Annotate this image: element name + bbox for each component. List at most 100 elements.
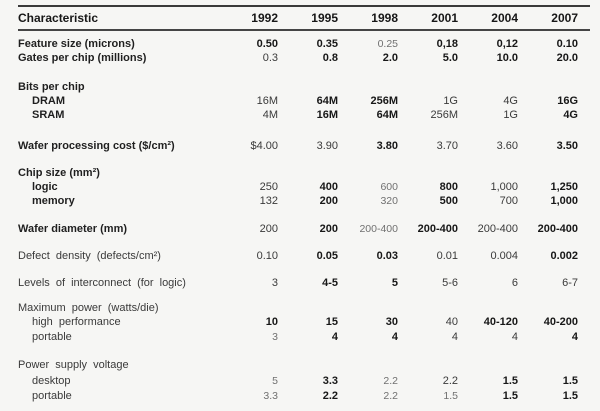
value-cell: 0.10 bbox=[256, 249, 278, 262]
value-cell: 600 bbox=[380, 180, 398, 193]
value-cell: 64M bbox=[376, 108, 398, 121]
table-row: portable 3 4 4 4 4 4 bbox=[18, 330, 590, 344]
table-row: Levels of interconnect (for logic) 3 4-5… bbox=[18, 276, 590, 290]
value-cell: 1,000 bbox=[490, 180, 518, 193]
value-cell: 0,18 bbox=[436, 37, 458, 50]
value-cell: 250 bbox=[259, 180, 278, 193]
section-label: Chip size (mm²) bbox=[18, 166, 100, 179]
section-label: Bits per chip bbox=[18, 80, 85, 93]
table-header-row: Characteristic 1992 1995 1998 2001 2004 … bbox=[18, 9, 590, 27]
value-cell: 5 bbox=[272, 374, 278, 387]
row-label: portable bbox=[32, 389, 72, 402]
value-cell: 3.60 bbox=[496, 139, 518, 152]
value-cell: 10.0 bbox=[496, 51, 518, 64]
value-cell: 3 bbox=[271, 276, 278, 289]
value-cell: 0.05 bbox=[316, 249, 338, 262]
value-cell: 0.10 bbox=[556, 37, 578, 50]
value-cell: 1G bbox=[443, 94, 458, 107]
section-row: Chip size (mm²) bbox=[18, 166, 590, 180]
value-cell: 40-200 bbox=[543, 315, 578, 328]
value-cell: 1,000 bbox=[550, 194, 578, 207]
value-cell: 6 bbox=[511, 276, 518, 289]
value-cell: 0.002 bbox=[550, 249, 578, 262]
value-cell: 2.2 bbox=[442, 374, 458, 387]
value-cell: 700 bbox=[499, 194, 518, 207]
header-year: 1995 bbox=[311, 11, 338, 25]
value-cell: 1,250 bbox=[550, 180, 578, 193]
value-cell: 1.5 bbox=[502, 374, 518, 387]
value-cell: 5 bbox=[391, 276, 398, 289]
value-cell: 40 bbox=[445, 315, 458, 328]
value-cell: 0.004 bbox=[490, 249, 518, 262]
header-year: 1992 bbox=[251, 11, 278, 25]
row-label: desktop bbox=[32, 374, 71, 387]
value-cell: 200-400 bbox=[537, 222, 578, 235]
roadmap-table: Characteristic 1992 1995 1998 2001 2004 … bbox=[18, 0, 590, 403]
row-label: high performance bbox=[32, 315, 121, 328]
header-year: 2001 bbox=[431, 11, 458, 25]
value-cell: 3.70 bbox=[436, 139, 458, 152]
value-cell: 400 bbox=[319, 180, 338, 193]
row-label: Feature size (microns) bbox=[18, 37, 135, 50]
value-cell: 256M bbox=[430, 108, 458, 121]
value-cell: 64M bbox=[316, 94, 338, 107]
value-cell: 800 bbox=[439, 180, 458, 193]
value-cell: 500 bbox=[439, 194, 458, 207]
value-cell: 0.25 bbox=[377, 37, 398, 50]
value-cell: 16M bbox=[256, 94, 278, 107]
table-row: Defect density (defects/cm²) 0.10 0.05 0… bbox=[18, 249, 590, 263]
header-year: 2007 bbox=[551, 11, 578, 25]
value-cell: 3 bbox=[272, 330, 278, 343]
table-row: desktop 5 3.3 2.2 2.2 1.5 1.5 bbox=[18, 374, 590, 388]
value-cell: 0.35 bbox=[316, 37, 338, 50]
value-cell: 200-400 bbox=[417, 222, 458, 235]
value-cell: 200-400 bbox=[477, 222, 518, 235]
table-row: Feature size (microns) 0.50 0.35 0.25 0,… bbox=[18, 37, 590, 51]
section-label: Maximum power (watts/die) bbox=[18, 301, 159, 314]
value-cell: 0.3 bbox=[262, 51, 278, 64]
row-label: memory bbox=[32, 194, 75, 207]
row-label: Wafer processing cost ($/cm²) bbox=[18, 139, 175, 152]
value-cell: 0.50 bbox=[256, 37, 278, 50]
value-cell: 40-120 bbox=[483, 315, 518, 328]
section-row: Bits per chip bbox=[18, 80, 590, 94]
value-cell: 2.0 bbox=[382, 51, 398, 64]
table-row: Gates per chip (millions) 0.3 0.8 2.0 5.… bbox=[18, 51, 590, 65]
table-row: portable 3.3 2.2 2.2 1.5 1.5 1.5 bbox=[18, 389, 590, 403]
header-characteristic: Characteristic bbox=[18, 11, 99, 25]
value-cell: 5.0 bbox=[442, 51, 458, 64]
section-row: Power supply voltage bbox=[18, 358, 590, 372]
value-cell: 30 bbox=[385, 315, 398, 328]
value-cell: 3.90 bbox=[316, 139, 338, 152]
row-label: Wafer diameter (mm) bbox=[18, 222, 128, 235]
value-cell: 0.03 bbox=[376, 249, 398, 262]
value-cell: $4.00 bbox=[250, 139, 278, 152]
value-cell: 3.3 bbox=[322, 374, 338, 387]
row-label: Defect density (defects/cm²) bbox=[18, 249, 161, 262]
value-cell: 20.0 bbox=[556, 51, 578, 64]
table-row: logic 250 400 600 800 1,000 1,250 bbox=[18, 180, 590, 194]
top-rule bbox=[18, 5, 590, 7]
value-cell: 4-5 bbox=[322, 276, 338, 289]
row-label: SRAM bbox=[32, 108, 65, 121]
section-row: Maximum power (watts/die) bbox=[18, 301, 590, 315]
section-label: Power supply voltage bbox=[18, 358, 129, 371]
value-cell: 3.50 bbox=[556, 139, 578, 152]
value-cell: 4 bbox=[331, 330, 338, 343]
table-row: DRAM 16M 64M 256M 1G 4G 16G bbox=[18, 94, 590, 108]
value-cell: 4 bbox=[511, 330, 518, 343]
value-cell: 10 bbox=[265, 315, 278, 328]
header-year: 1998 bbox=[371, 11, 398, 25]
table-row: Wafer processing cost ($/cm²) $4.00 3.90… bbox=[18, 139, 590, 153]
value-cell: 1G bbox=[503, 108, 518, 121]
value-cell: 132 bbox=[259, 194, 278, 207]
value-cell: 4 bbox=[571, 330, 578, 343]
value-cell: 200 bbox=[319, 222, 338, 235]
table-row: memory 132 200 320 500 700 1,000 bbox=[18, 194, 590, 208]
value-cell: 15 bbox=[325, 315, 338, 328]
value-cell: 200-400 bbox=[359, 222, 398, 235]
value-cell: 16G bbox=[557, 94, 578, 107]
table-row: Wafer diameter (mm) 200 200 200-400 200-… bbox=[18, 222, 590, 236]
value-cell: 256M bbox=[370, 94, 398, 107]
value-cell: 4 bbox=[451, 330, 458, 343]
